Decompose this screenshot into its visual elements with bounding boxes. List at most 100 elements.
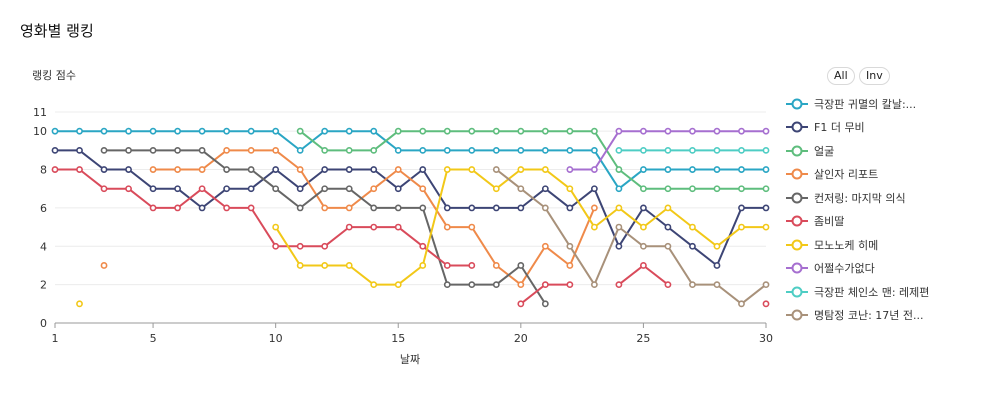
- data-point: [125, 185, 132, 193]
- data-point: [468, 223, 476, 231]
- series-6: [51, 166, 770, 308]
- legend-label: 명탐정 코난: 17년 전...: [814, 309, 924, 323]
- data-point: [223, 127, 231, 135]
- legend-marker-icon: [786, 239, 808, 251]
- legend-label: 극장판 귀멸의 칼날:...: [814, 97, 917, 111]
- legend-marker-icon: [786, 192, 808, 204]
- data-point: [272, 127, 280, 135]
- data-point: [394, 166, 402, 173]
- x-tick-label: 5: [150, 332, 157, 345]
- data-point: [640, 166, 647, 173]
- data-point: [149, 166, 157, 173]
- data-point: [615, 242, 623, 250]
- data-point: [762, 204, 770, 212]
- data-point: [517, 262, 525, 269]
- data-point: [394, 281, 402, 289]
- data-point: [762, 281, 770, 289]
- data-point: [443, 281, 451, 289]
- data-point: [247, 146, 255, 154]
- data-point: [370, 204, 378, 212]
- data-point: [468, 204, 476, 212]
- data-point: [345, 262, 353, 269]
- legend-item-5[interactable]: 컨저링: 마지막 의식: [786, 186, 985, 210]
- legend-item-4[interactable]: 살인자 리포트: [786, 163, 985, 187]
- legend-marker-icon: [786, 168, 808, 180]
- data-point: [370, 281, 378, 289]
- legend-item-2[interactable]: F1 더 무비: [786, 116, 985, 140]
- data-point: [517, 166, 525, 173]
- data-point: [738, 223, 745, 231]
- legend-marker-icon: [786, 121, 808, 133]
- data-point: [419, 242, 427, 250]
- data-point: [370, 127, 378, 135]
- data-point: [174, 185, 181, 193]
- x-tick-label: 20: [514, 332, 528, 345]
- show-all-button[interactable]: All: [827, 67, 855, 85]
- data-point: [689, 281, 696, 289]
- data-point: [345, 146, 353, 154]
- data-point: [541, 204, 549, 212]
- data-point: [370, 185, 378, 193]
- data-point: [762, 127, 770, 135]
- data-point: [296, 262, 304, 269]
- data-point: [174, 204, 181, 212]
- data-point: [272, 242, 280, 250]
- data-point: [566, 262, 574, 269]
- data-point: [443, 166, 451, 173]
- data-point: [615, 146, 623, 154]
- data-point: [468, 127, 476, 135]
- legend-item-8[interactable]: 어쩔수가없다: [786, 257, 985, 281]
- data-point: [174, 166, 181, 173]
- data-point: [394, 223, 402, 231]
- data-point: [713, 185, 721, 193]
- data-point: [590, 166, 598, 173]
- data-point: [394, 127, 402, 135]
- data-point: [517, 127, 525, 135]
- legend-label: 극장판 체인소 맨: 레제편: [814, 285, 930, 299]
- y-tick-label: 2: [40, 279, 47, 292]
- data-point: [541, 146, 549, 154]
- data-point: [664, 242, 672, 250]
- data-point: [640, 262, 647, 269]
- data-point: [198, 166, 206, 173]
- legend-item-1[interactable]: 극장판 귀멸의 칼날:...: [786, 92, 985, 116]
- data-point: [443, 262, 451, 269]
- data-point: [321, 127, 329, 135]
- y-tick-label: 6: [40, 202, 47, 215]
- data-point: [443, 204, 451, 212]
- y-tick-label: 8: [40, 164, 47, 177]
- data-point: [100, 127, 108, 135]
- data-point: [443, 223, 451, 231]
- data-point: [640, 185, 647, 193]
- legend-marker-icon: [786, 145, 808, 157]
- data-point: [468, 166, 476, 173]
- data-point: [296, 166, 304, 173]
- page-title: 영화별 랭킹: [20, 22, 94, 40]
- data-point: [738, 166, 745, 173]
- legend-item-10[interactable]: 명탐정 코난: 17년 전...: [786, 304, 985, 328]
- x-tick-label: 10: [269, 332, 283, 345]
- data-point: [713, 281, 721, 289]
- y-tick-label: 4: [40, 240, 47, 253]
- legend-marker-icon: [786, 215, 808, 227]
- data-point: [615, 204, 623, 212]
- data-point: [394, 185, 402, 193]
- legend-item-6[interactable]: 좀비딸: [786, 210, 985, 234]
- data-point: [517, 281, 525, 289]
- legend-item-7[interactable]: 모노노케 히메: [786, 233, 985, 257]
- data-point: [517, 300, 525, 308]
- data-point: [590, 281, 598, 289]
- data-point: [664, 281, 672, 289]
- legend-item-3[interactable]: 얼굴: [786, 139, 985, 163]
- data-point: [321, 242, 329, 250]
- series-line: [55, 168, 472, 267]
- series-8: [566, 127, 770, 173]
- legend-item-9[interactable]: 극장판 체인소 맨: 레제편: [786, 280, 985, 304]
- legend-label: 얼굴: [814, 144, 835, 158]
- data-point: [394, 204, 402, 212]
- data-point: [566, 185, 574, 193]
- invert-selection-button[interactable]: Inv: [859, 67, 890, 85]
- data-point: [51, 166, 59, 173]
- data-point: [272, 166, 280, 173]
- data-point: [419, 204, 427, 212]
